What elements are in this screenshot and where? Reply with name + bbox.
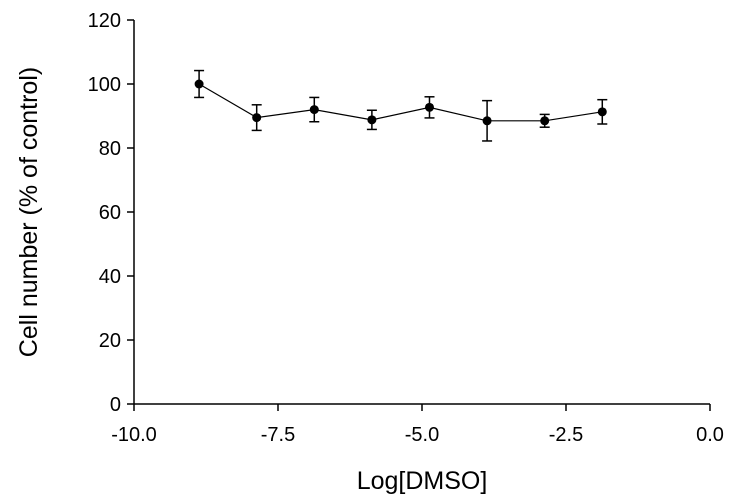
y-tick-label: 0 [110,394,121,416]
y-tick-label: 40 [99,266,121,288]
x-tick-label: 0.0 [696,424,724,446]
y-tick-label: 100 [88,74,121,96]
data-point [194,79,204,89]
x-axis-title: Log[DMSO] [357,467,488,495]
axes [133,20,710,405]
data-point [252,113,262,123]
series-layer [194,69,608,142]
data-point [597,107,607,117]
x-ticks: -10.0 -7.5 -5.0 -2.5 0.0 [111,404,724,446]
series-line [198,83,603,122]
y-axis-title: Cell number (% of control) [15,67,43,357]
y-tick-label: 20 [99,330,121,352]
data-point [540,116,550,126]
y-ticks: 0 20 40 60 80 100 120 [88,10,134,416]
data-point [424,102,434,112]
data-point [367,115,377,125]
x-tick-label: -5.0 [405,424,439,446]
x-tick-label: -10.0 [111,424,157,446]
x-tick-label: -7.5 [261,424,295,446]
data-point [482,116,492,126]
y-tick-label: 80 [99,138,121,160]
y-tick-label: 60 [99,202,121,224]
y-tick-label: 120 [88,10,121,32]
x-tick-label: -2.5 [549,424,583,446]
data-point [309,105,319,115]
